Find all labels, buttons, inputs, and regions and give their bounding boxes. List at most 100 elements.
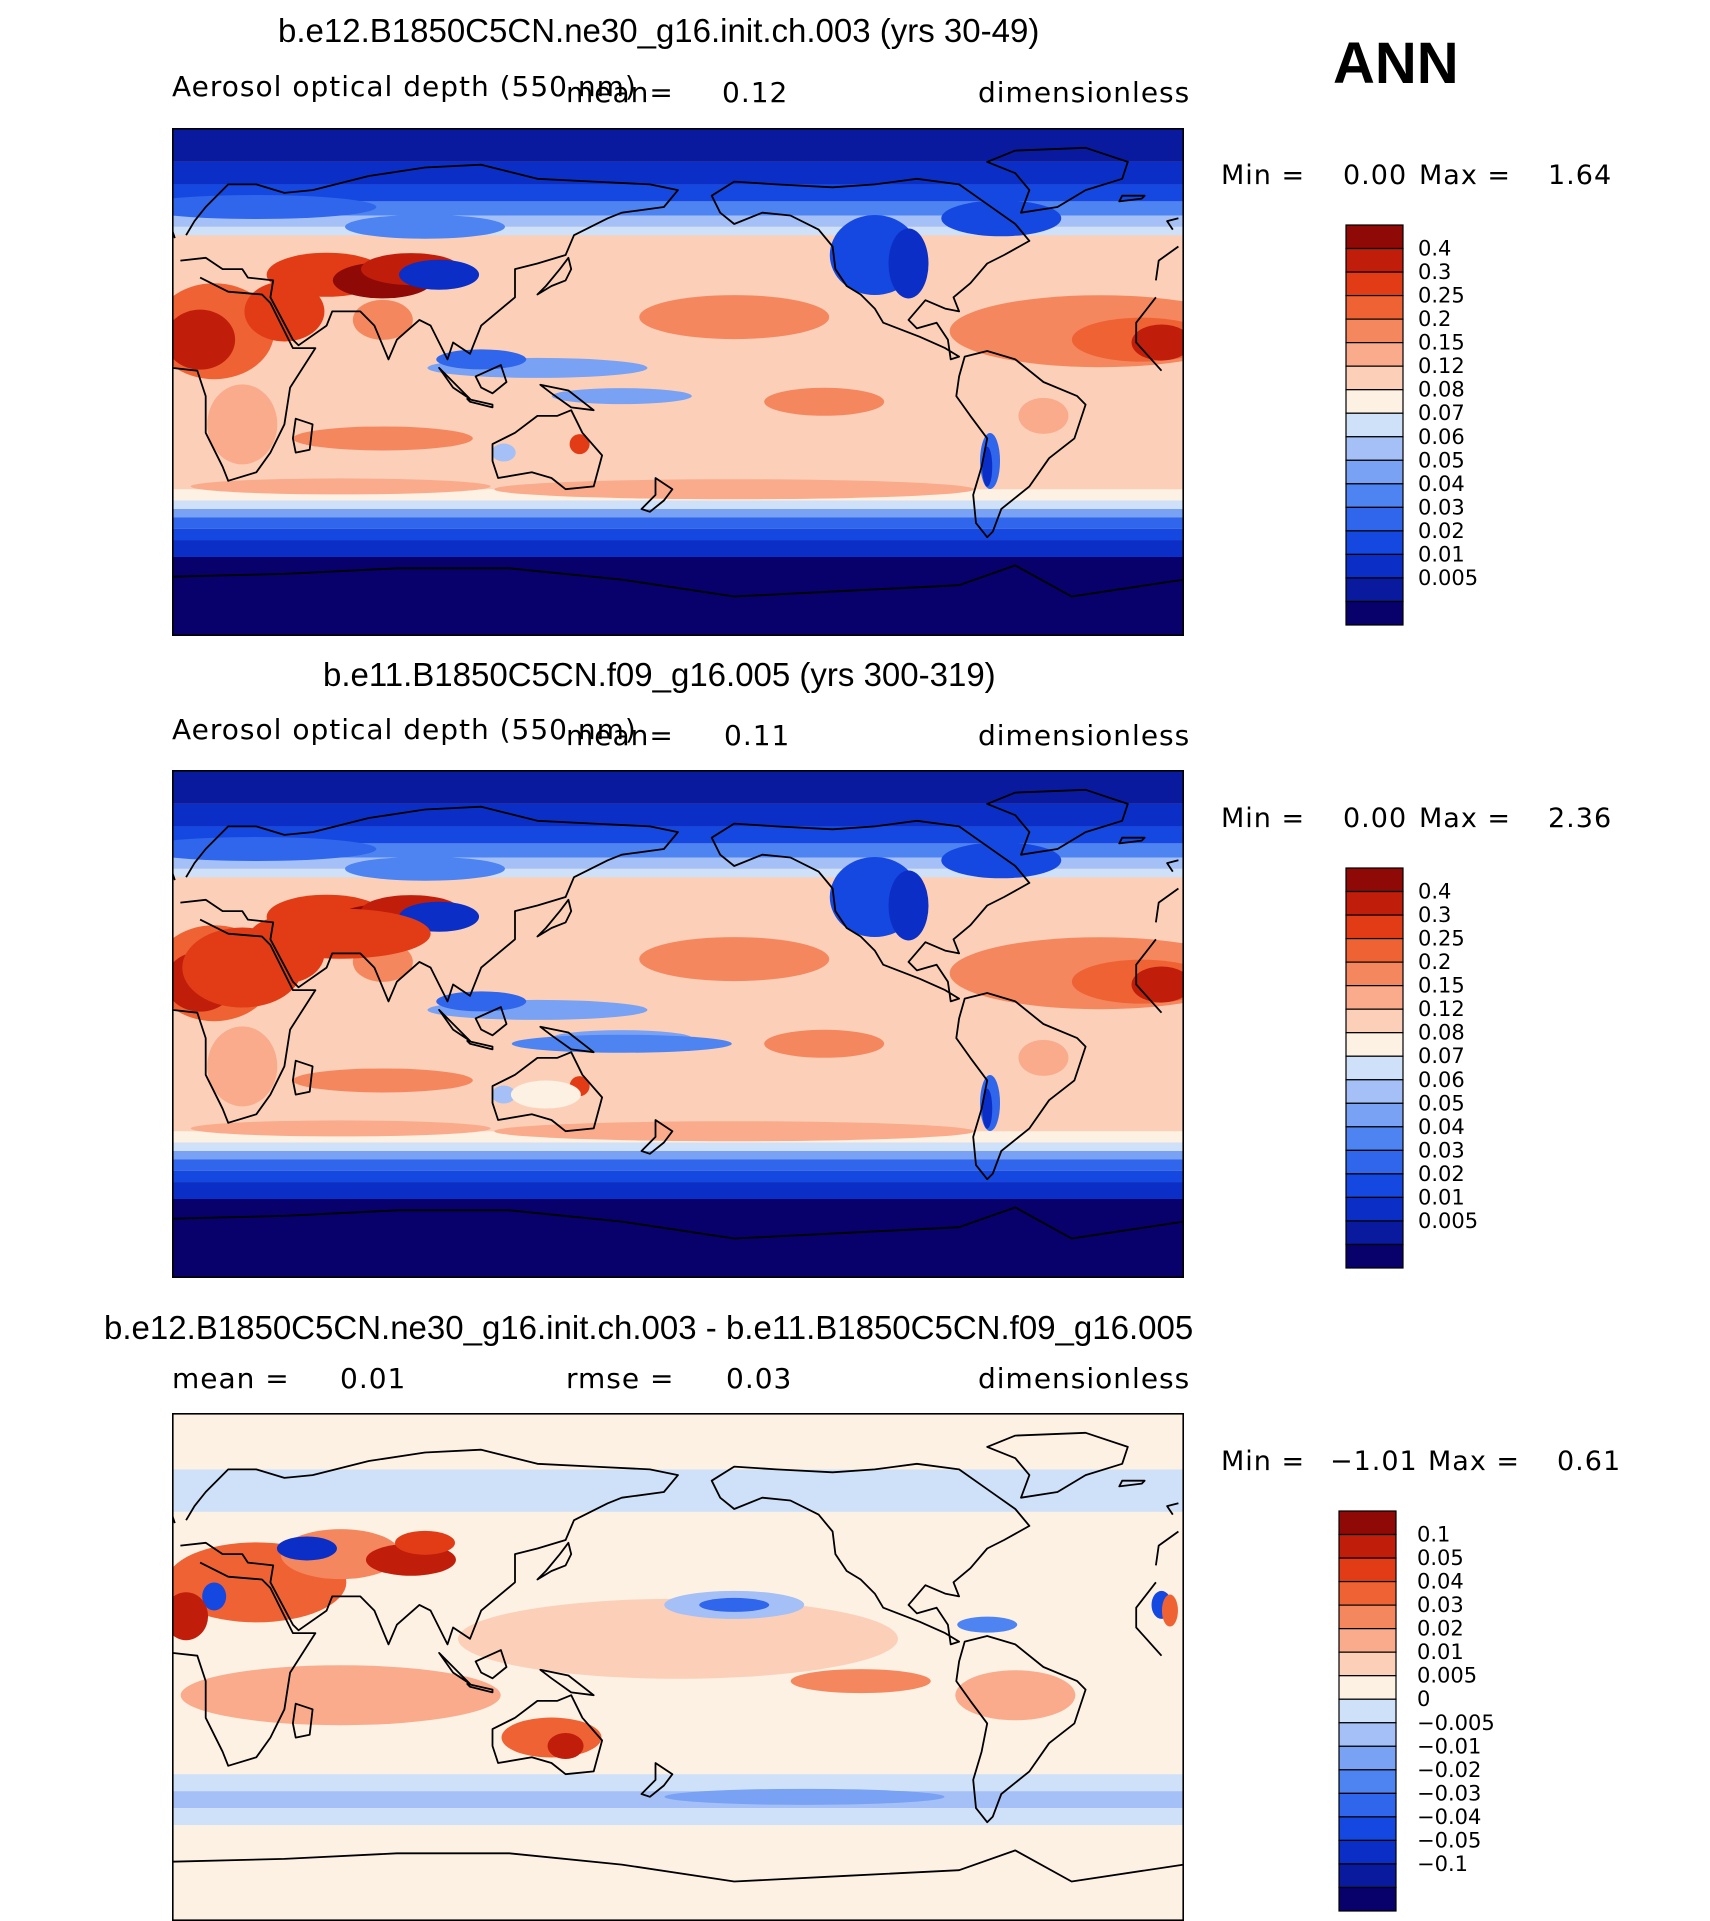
panel3-max-label: Max = [1428, 1446, 1521, 1477]
colorbar-box [1338, 1510, 1397, 1536]
coastline-indonesia3 [539, 383, 595, 412]
coastline-antarctica [172, 564, 1184, 636]
colorbar-tick-label: 0.06 [1418, 1068, 1465, 1092]
panel2-mean-label: mean= [566, 719, 674, 752]
coastline-uk [1166, 217, 1179, 231]
colorbar-tick-label: −0.02 [1417, 1758, 1481, 1782]
colorbar-tick-label: 0.07 [1418, 401, 1465, 425]
colorbar-box [1338, 1886, 1397, 1912]
coastlines [172, 1431, 1184, 1921]
colorbar-tick-label: 0.05 [1417, 1546, 1464, 1570]
contour-region [699, 1597, 770, 1612]
panel3-mean-value: 0.01 [340, 1362, 407, 1395]
latitude-band [172, 509, 1184, 518]
contour-region [982, 446, 993, 487]
latitude-band [172, 1198, 1184, 1278]
panel3-title: b.e12.B1850C5CN.ne30_g16.init.ch.003 - b… [104, 1309, 1194, 1346]
panel2-min-label: Min = [1221, 803, 1306, 834]
colorbar-tick-label: 0.4 [1418, 880, 1451, 904]
colorbar-box [1345, 530, 1404, 556]
panel1-mean-label: mean= [566, 76, 674, 109]
coastline-borneo_java [466, 1682, 494, 1694]
contour-region [399, 259, 480, 290]
colorbar-box [1345, 412, 1404, 438]
panel3-mean-label: mean = [172, 1362, 290, 1395]
panel2-min-value: 0.00 [1343, 803, 1408, 834]
latitude-band [172, 540, 1184, 557]
contour-region [182, 927, 303, 1008]
coastline-africa [1135, 296, 1163, 372]
contour-region [292, 1068, 473, 1093]
colorbar-tick-label: 0.04 [1418, 1115, 1465, 1139]
contour-region [888, 228, 929, 299]
colorbar-tick-label: 0.15 [1418, 974, 1465, 998]
colorbar-box [1345, 459, 1404, 485]
colorbar-box [1345, 1126, 1404, 1151]
coastline-antarctica [172, 1849, 1184, 1921]
contour-region [458, 1598, 898, 1679]
colorbar-box [1338, 1604, 1397, 1630]
coastline-eurasia [180, 163, 679, 361]
coastline-madagascar [292, 417, 314, 454]
colorbar-box [1345, 937, 1404, 963]
colorbar-box [1338, 1651, 1397, 1677]
colorbar-box [1345, 483, 1404, 508]
latitude-band [172, 201, 1184, 216]
colorbar-tick-label: −0.01 [1417, 1734, 1481, 1758]
latitude-band [172, 517, 1184, 529]
panel2-variable: Aerosol optical depth (550 nm) [172, 713, 637, 746]
colorbar-box [1345, 1079, 1404, 1104]
latitude-band [172, 1182, 1184, 1199]
contour-region [190, 1120, 491, 1137]
colorbar-tick-label: 0.15 [1418, 331, 1465, 355]
panel1-title: b.e12.B1850C5CN.ne30_g16.init.ch.003 (yr… [278, 12, 1040, 49]
contour-region [510, 438, 581, 467]
colorbar-tick-label: 0.03 [1418, 495, 1465, 519]
coastline-australia [491, 1694, 604, 1776]
contour-region [511, 1034, 732, 1053]
panel3-min-value: −1.01 [1330, 1446, 1418, 1477]
panel3-rmse-value: 0.03 [726, 1362, 793, 1395]
colorbar-tick-label: 0.08 [1418, 1021, 1465, 1045]
latitude-band [172, 128, 1184, 162]
coastline-antarctica [172, 1206, 1184, 1278]
colorbar-tick-label: −0.03 [1417, 1781, 1481, 1805]
latitude-band [172, 556, 1184, 636]
contour-region [436, 349, 527, 370]
coastline-namerica [710, 177, 1031, 361]
coastline-iceland [1118, 836, 1146, 845]
coastline-iceland [1118, 1479, 1146, 1488]
colorbar-box [1345, 577, 1404, 603]
colorbar-box [1345, 247, 1404, 273]
coastline-eurasia [1155, 1530, 1179, 1566]
contour-region [764, 1029, 885, 1058]
contour-region [352, 299, 413, 340]
coastline-australia [491, 1051, 604, 1133]
colorbar-box [1345, 961, 1404, 987]
contour-region [941, 842, 1062, 879]
colorbar-tick-label: 0.005 [1417, 1664, 1477, 1688]
colorbar-tick-label: 0.02 [1418, 519, 1465, 543]
colorbar-box [1345, 318, 1404, 344]
latitude-band [172, 857, 1184, 869]
latitude-band [172, 226, 1184, 236]
contour-region [172, 837, 377, 862]
colorbar-tick-label: 0.03 [1418, 1138, 1465, 1162]
coastlines [172, 146, 1184, 636]
contour-region [180, 1665, 501, 1726]
colorbar-tick-label: 0 [1417, 1687, 1430, 1711]
colorbar-tick-label: 0.1 [1417, 1523, 1450, 1547]
panel1-max-label: Max = [1419, 160, 1512, 191]
colorbar-box [1345, 890, 1404, 916]
coastline-greenland [986, 146, 1129, 214]
contour-region [639, 295, 830, 340]
colorbar-box [1338, 1580, 1397, 1606]
contour-region [172, 309, 236, 370]
colorbar-tick-label: −0.005 [1417, 1711, 1495, 1735]
coastline-indonesia2 [474, 1649, 508, 1680]
colorbar-tick-label: 0.25 [1418, 927, 1465, 951]
contour-region [639, 937, 830, 982]
contour-region [888, 870, 929, 941]
colorbar-tick-label: 0.01 [1418, 1185, 1465, 1209]
panel2-units: dimensionless [978, 719, 1191, 752]
